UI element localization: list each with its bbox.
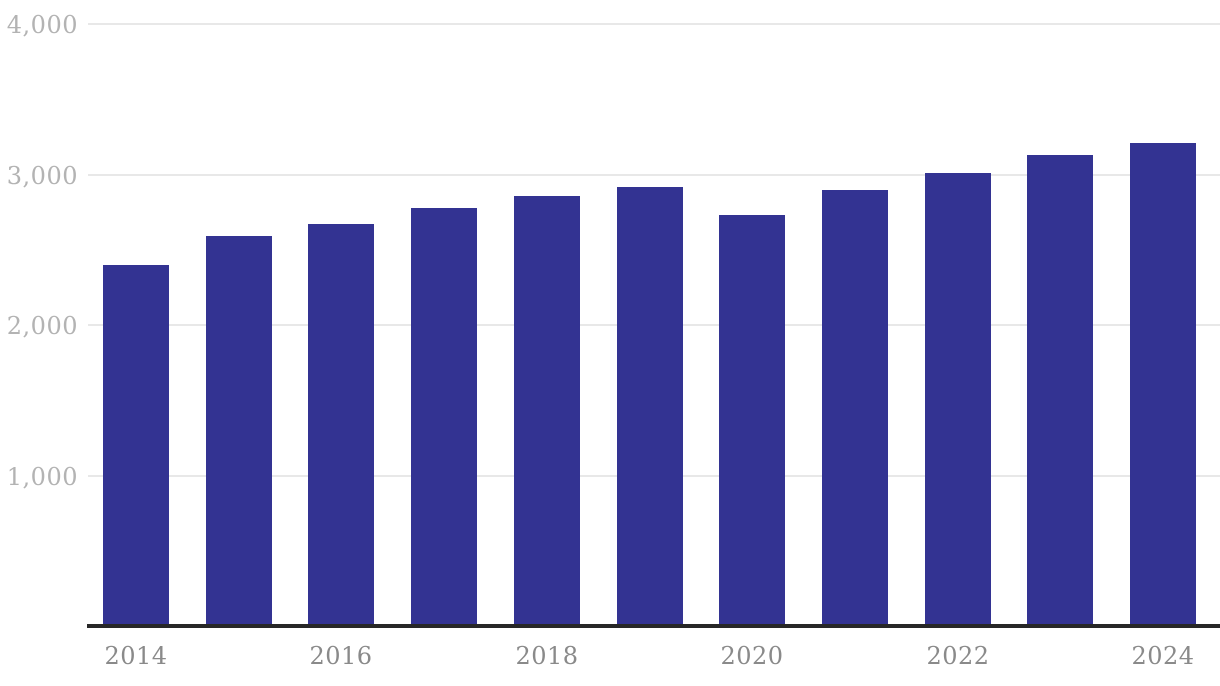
x-axis-line <box>87 624 1220 628</box>
x-tick-label: 2022 <box>926 642 990 670</box>
bar-2019 <box>617 186 683 626</box>
x-tick-label: 2014 <box>104 642 168 670</box>
bar-2022 <box>925 172 991 626</box>
bar-2015 <box>206 236 272 626</box>
gridline-3000 <box>88 173 1220 176</box>
x-tick-label: 2018 <box>515 642 579 670</box>
gridline-4000 <box>88 23 1220 25</box>
y-tick-label: 4,000 <box>6 11 78 39</box>
x-tick-label: 2016 <box>309 642 373 670</box>
bar-2017 <box>411 207 477 626</box>
bar-2016 <box>308 224 374 626</box>
bar-2014 <box>103 264 169 626</box>
bar-2018 <box>514 195 580 626</box>
x-tick-label: 2020 <box>720 642 784 670</box>
y-tick-label: 1,000 <box>6 462 78 491</box>
bar-2020 <box>719 215 785 626</box>
y-tick-label: 2,000 <box>6 312 78 340</box>
x-tick-label: 2024 <box>1131 642 1195 670</box>
y-tick-label: 3,000 <box>6 161 78 190</box>
bar-2024 <box>1130 142 1196 626</box>
bar-2021 <box>822 189 888 626</box>
bar-2023 <box>1027 154 1093 626</box>
